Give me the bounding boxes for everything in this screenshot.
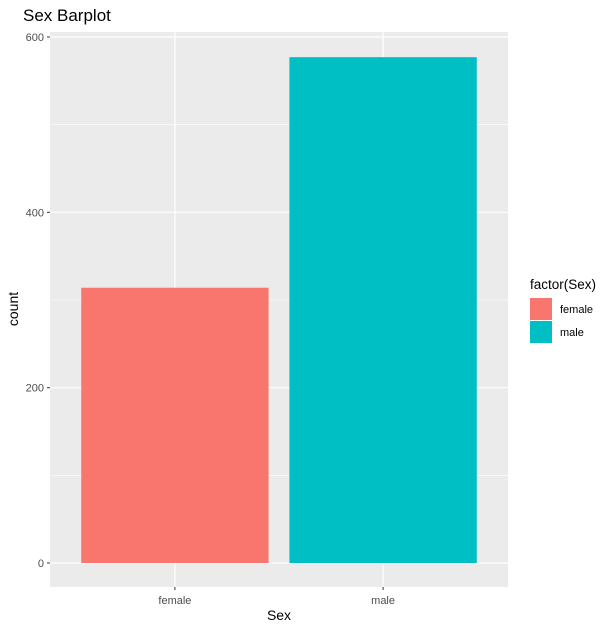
x-axis-title: Sex [267,607,291,623]
legend: factor(Sex) female male [530,277,596,343]
y-tick-label: 400 [26,207,44,219]
x-tick-label: male [371,595,395,607]
legend-key-male [530,321,552,343]
legend-key-female [530,298,552,320]
bar-male [289,57,477,564]
y-axis: 0 200 400 600 [26,32,50,570]
bars [81,57,477,564]
y-tick-label: 0 [38,558,44,570]
legend-title: factor(Sex) [530,277,596,292]
legend-label-male: male [560,327,584,339]
x-tick-label: female [158,595,191,607]
chart-title: Sex Barplot [23,6,111,25]
y-tick-label: 200 [26,383,44,395]
x-axis: female male [158,587,395,607]
y-tick-label: 600 [26,32,44,44]
bar-female [81,287,269,563]
y-axis-title: count [5,292,21,326]
legend-label-female: female [560,304,593,316]
